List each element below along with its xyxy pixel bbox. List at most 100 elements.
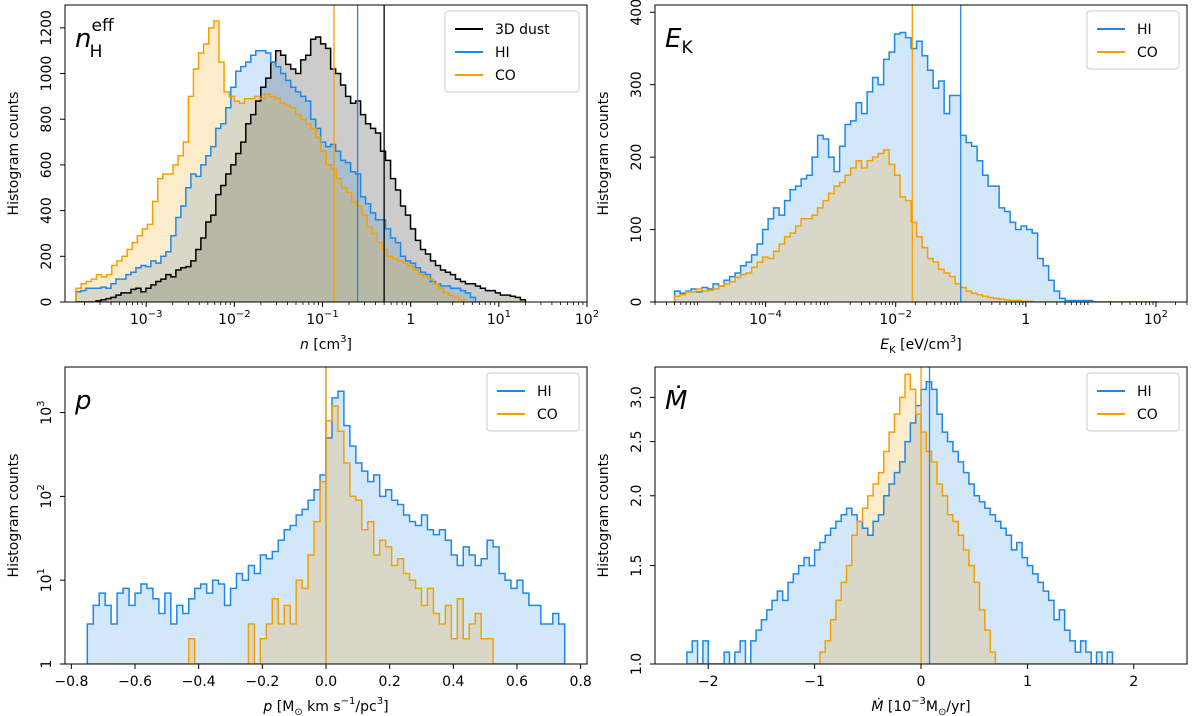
panel-4: −2 −1 0 1 2 1.0 1.5 2.0 2.5 3.0 Histogram counts Ṁ …: [596, 366, 1188, 716]
x-label-text: ]: [347, 337, 352, 353]
hist-line-co: [75, 20, 526, 302]
y-tick-label: 102: [36, 484, 55, 508]
y-tick-base: 1: [39, 660, 55, 669]
panel-label-symbol: E: [665, 24, 682, 54]
axes-frame: [64, 4, 588, 303]
axes-frame: [654, 4, 1188, 303]
x-label-sup: 3: [377, 696, 383, 707]
x-label-text: /yr]: [946, 699, 970, 715]
x-tick-exp: −2: [897, 309, 912, 320]
hist-line-3d-dust: [76, 36, 527, 302]
y-tick-label: 103: [36, 400, 55, 424]
plot-area: [75, 5, 527, 302]
x-tick-base: 10: [1144, 312, 1162, 328]
panel-label: p: [74, 386, 92, 416]
x-tick-label: 0.8: [570, 674, 592, 690]
x-tick-label: 10−2: [218, 309, 251, 328]
legend-label: HI: [537, 384, 552, 400]
x-label-text: /pc: [355, 699, 376, 715]
x-tick-exp: −2: [236, 309, 251, 320]
x-label-sub: K: [889, 345, 896, 356]
y-tick-exp: 1: [36, 568, 47, 574]
panel-3: −0.8 −0.6 −0.4 −0.2 0.0 0.2 0.4 0.6 0.8110110210…: [6, 366, 592, 716]
hist-fill-hi: [76, 50, 526, 302]
x-label-symbol: E: [880, 337, 889, 353]
x-tick-label: 102: [575, 309, 599, 328]
panel-label-symbol: n: [75, 24, 91, 54]
x-tick-label: 10−2: [879, 309, 912, 328]
x-tick-base: 10: [749, 312, 767, 328]
panel-label: Ṁ: [665, 384, 687, 416]
legend-box: [1086, 10, 1180, 70]
x-tick-exp: −3: [148, 309, 163, 320]
panel-label-symbol: p: [74, 386, 92, 416]
panel-1: 10−3 10−2 10−1 1 101 102020040060080010001200…: [6, 4, 599, 353]
x-tick-base: 1: [1021, 312, 1030, 328]
x-tick-label: 0.0: [315, 674, 337, 690]
y-tick-label: 0: [629, 298, 645, 307]
y-tick-exp: 3: [36, 400, 47, 406]
legend-box: [486, 372, 580, 432]
legend: 3D dust HI CO: [444, 10, 580, 93]
y-tick-base: 10: [39, 574, 55, 592]
hist-fill-co: [76, 20, 526, 302]
x-tick-label: 102: [1144, 309, 1168, 328]
x-tick-exp: 2: [1162, 309, 1168, 320]
legend-box: [1086, 372, 1180, 432]
legend-label: HI: [1137, 22, 1152, 38]
x-label-sup: 3: [340, 334, 346, 345]
y-tick-label: 1.5: [629, 554, 645, 576]
x-tick-label: −2: [698, 674, 719, 690]
x-axis-label: p [M⊙ km s−1/pc3]: [262, 696, 388, 716]
y-axis-label: Histogram counts: [596, 454, 612, 578]
y-axis-label: Histogram counts: [6, 454, 22, 578]
x-tick-exp: 1: [505, 309, 511, 320]
x-label-text: km s: [303, 699, 341, 715]
x-label-sup: −3: [911, 696, 926, 707]
legend: HI CO: [1086, 372, 1180, 432]
x-tick-base: 10: [218, 312, 236, 328]
x-label-text: M: [926, 699, 938, 715]
x-label-sup: 3: [950, 334, 956, 345]
hist-line-hi: [673, 31, 1159, 302]
y-tick-label: 1: [39, 660, 55, 669]
y-tick-label: 1.0: [629, 653, 645, 675]
legend-label: HI: [1137, 384, 1152, 400]
x-tick-label: −0.2: [245, 674, 279, 690]
y-tick-label: 200: [39, 243, 55, 270]
x-tick-base: 10: [487, 312, 505, 328]
x-label-text: [cm: [309, 337, 340, 353]
hist-fill-hi: [686, 381, 1113, 664]
y-tick-label: 101: [36, 568, 55, 592]
hist-fill-hi: [674, 32, 1159, 302]
legend-label: CO: [537, 407, 558, 423]
x-tick-exp: 2: [593, 309, 599, 320]
panel-label-sub: H: [90, 42, 103, 62]
x-tick-label: −0.8: [54, 674, 88, 690]
y-tick-label: 1200: [39, 10, 55, 46]
hist-fill-3d-dust: [76, 36, 526, 302]
x-label-text: [M: [272, 699, 294, 715]
x-tick-label: 1: [1021, 312, 1030, 328]
y-tick-label: 300: [629, 71, 645, 98]
y-axis-label: Histogram counts: [6, 92, 22, 216]
x-label-symbol: p: [262, 699, 272, 715]
x-tick-exp: −1: [324, 309, 339, 320]
panel-label-symbol: Ṁ: [665, 384, 687, 416]
hist-line-co: [686, 373, 1113, 664]
x-label-symbol: Ṁ: [871, 697, 883, 715]
y-tick-exp: 2: [36, 484, 47, 490]
legend-label: CO: [495, 68, 516, 84]
hist-line-hi: [686, 380, 1114, 664]
x-tick-label: 10−3: [130, 309, 163, 328]
y-tick-label: 100: [629, 216, 645, 243]
x-tick-label: −0.6: [118, 674, 152, 690]
y-tick-label: 1000: [39, 56, 55, 92]
panel-label-sup: eff: [91, 16, 114, 36]
y-tick-label: 2.5: [629, 430, 645, 452]
y-axis-label: Histogram counts: [596, 92, 612, 216]
x-axis-label: n [cm3]: [300, 334, 352, 353]
plot-area: [686, 367, 1114, 664]
